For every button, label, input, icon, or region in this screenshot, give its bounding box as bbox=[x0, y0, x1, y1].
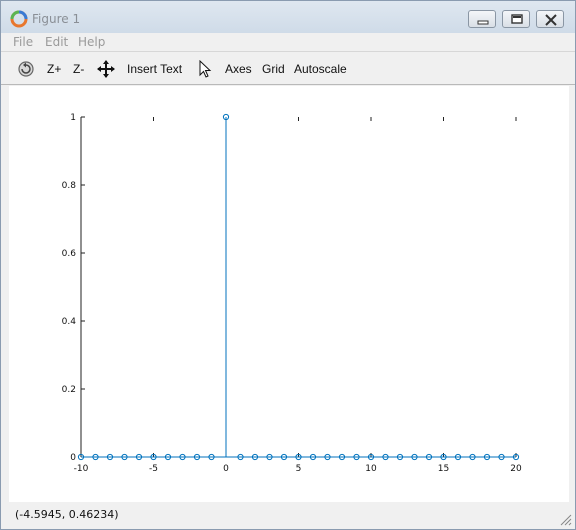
close-icon bbox=[545, 14, 557, 26]
minimize-button[interactable] bbox=[468, 10, 496, 28]
zoom-out-button[interactable]: Z- bbox=[73, 62, 85, 76]
minimize-icon bbox=[477, 20, 489, 25]
maximize-button[interactable] bbox=[502, 10, 530, 28]
x-tick-label: 0 bbox=[223, 464, 229, 474]
grid-button[interactable]: Grid bbox=[262, 62, 285, 76]
stem-chart: -10 -5 0 5 10 15 20 0 0.2 0.4 0.6 0.8 1 bbox=[62, 113, 522, 474]
x-tick-label: -5 bbox=[149, 464, 158, 474]
y-tick-label: 0 bbox=[70, 453, 76, 463]
pan-icon[interactable] bbox=[97, 60, 115, 78]
title-bar[interactable]: Figure 1 bbox=[1, 1, 575, 33]
pointer-icon[interactable] bbox=[198, 60, 212, 78]
autoscale-button[interactable]: Autoscale bbox=[294, 62, 347, 76]
status-bar: (-4.5945, 0.46234) bbox=[1, 503, 575, 529]
x-tick-label: -10 bbox=[74, 464, 89, 474]
y-tick-label: 1 bbox=[70, 113, 76, 123]
plot-canvas[interactable]: -10 -5 0 5 10 15 20 0 0.2 0.4 0.6 0.8 1 bbox=[9, 86, 569, 502]
cursor-coordinates: (-4.5945, 0.46234) bbox=[15, 508, 119, 521]
rotate-icon[interactable] bbox=[17, 60, 35, 78]
x-tick-label: 20 bbox=[510, 464, 522, 474]
resize-grip-icon[interactable] bbox=[560, 514, 572, 526]
maximize-icon bbox=[511, 14, 523, 24]
menu-bar: File Edit Help bbox=[1, 33, 575, 51]
octave-app-icon bbox=[10, 10, 28, 28]
menu-help[interactable]: Help bbox=[78, 35, 106, 49]
axes-button[interactable]: Axes bbox=[225, 62, 252, 76]
menu-file[interactable]: File bbox=[13, 35, 34, 49]
insert-text-button[interactable]: Insert Text bbox=[127, 62, 183, 76]
chart-ticks: -10 -5 0 5 10 15 20 0 0.2 0.4 0.6 0.8 1 bbox=[62, 113, 522, 474]
chart-axes bbox=[80, 117, 516, 458]
y-tick-label: 0.2 bbox=[62, 385, 76, 395]
y-tick-label: 0.8 bbox=[62, 181, 77, 191]
x-tick-label: 10 bbox=[365, 464, 377, 474]
x-tick-label: 15 bbox=[438, 464, 449, 474]
chart-stems bbox=[77, 113, 520, 461]
close-button[interactable] bbox=[536, 10, 564, 28]
window-title: Figure 1 bbox=[32, 12, 81, 26]
zoom-in-button[interactable]: Z+ bbox=[47, 62, 62, 76]
y-tick-label: 0.6 bbox=[62, 249, 77, 259]
menu-edit[interactable]: Edit bbox=[45, 35, 69, 49]
x-tick-label: 5 bbox=[296, 464, 302, 474]
figure-toolbar: Z+ Z- Insert Text Axes Grid Autoscale bbox=[1, 51, 575, 85]
y-tick-label: 0.4 bbox=[62, 317, 77, 327]
stem-marker bbox=[222, 113, 230, 121]
